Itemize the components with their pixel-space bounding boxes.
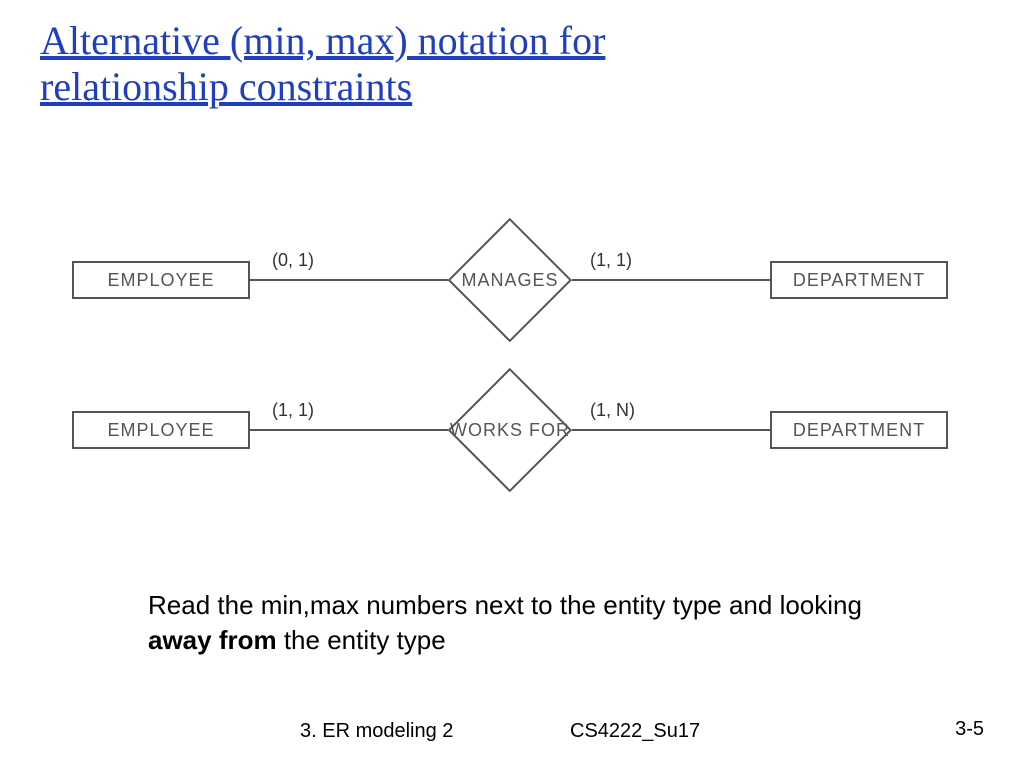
edge-worksfor-department	[572, 429, 770, 431]
body-text-post: the entity type	[277, 625, 446, 655]
relationship-diamond-worksfor	[448, 368, 572, 492]
relationship-diamond-manages	[448, 218, 572, 342]
title-line-2: relationship constraints	[40, 64, 984, 110]
edge-employee-manages	[250, 279, 448, 281]
entity-department-1: DEPARTMENT	[770, 261, 948, 299]
body-text-bold: away from	[148, 625, 277, 655]
edge-manages-department	[572, 279, 770, 281]
constraint-employee-worksfor: (1, 1)	[272, 400, 314, 421]
slide-title: Alternative (min, max) notation for rela…	[40, 18, 984, 110]
constraint-worksfor-department: (1, N)	[590, 400, 635, 421]
title-line-1: Alternative (min, max) notation for	[40, 18, 984, 64]
body-explanation: Read the min,max numbers next to the ent…	[148, 588, 868, 658]
constraint-manages-department: (1, 1)	[590, 250, 632, 271]
constraint-employee-manages: (0, 1)	[272, 250, 314, 271]
entity-employee-2: EMPLOYEE	[72, 411, 250, 449]
entity-employee-1: EMPLOYEE	[72, 261, 250, 299]
footer-course: CS4222_Su17	[570, 720, 700, 743]
entity-department-2: DEPARTMENT	[770, 411, 948, 449]
footer-chapter: 3. ER modeling 2	[300, 720, 453, 743]
body-text-pre: Read the min,max numbers next to the ent…	[148, 590, 862, 620]
footer-page-number: 3-5	[955, 718, 984, 741]
edge-employee-worksfor	[250, 429, 448, 431]
slide: Alternative (min, max) notation for rela…	[0, 0, 1024, 768]
er-diagram: EMPLOYEE DEPARTMENT MANAGES (0, 1) (1, 1…	[0, 220, 1024, 560]
